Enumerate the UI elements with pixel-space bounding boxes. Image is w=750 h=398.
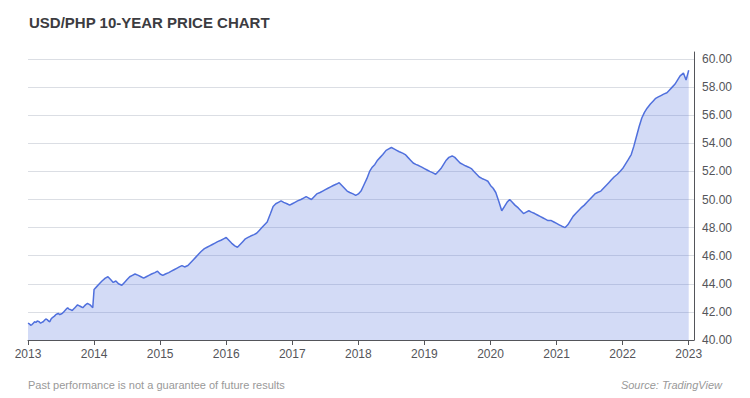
svg-text:54.00: 54.00 (702, 136, 732, 150)
svg-text:Past performance is not a guar: Past performance is not a guarantee of f… (28, 379, 285, 391)
svg-text:2018: 2018 (345, 347, 372, 361)
svg-text:2022: 2022 (609, 347, 636, 361)
svg-text:2021: 2021 (543, 347, 570, 361)
svg-text:2023: 2023 (675, 347, 702, 361)
svg-text:46.00: 46.00 (702, 249, 732, 263)
svg-text:2013: 2013 (15, 347, 42, 361)
svg-text:56.00: 56.00 (702, 108, 732, 122)
svg-text:42.00: 42.00 (702, 305, 732, 319)
svg-text:2014: 2014 (81, 347, 108, 361)
svg-text:2016: 2016 (213, 347, 240, 361)
svg-text:USD/PHP 10-YEAR PRICE CHART: USD/PHP 10-YEAR PRICE CHART (29, 14, 270, 31)
svg-text:44.00: 44.00 (702, 277, 732, 291)
svg-text:Source: TradingView: Source: TradingView (621, 379, 723, 391)
svg-text:2017: 2017 (279, 347, 306, 361)
svg-text:60.00: 60.00 (702, 52, 732, 66)
svg-text:2020: 2020 (477, 347, 504, 361)
svg-text:52.00: 52.00 (702, 164, 732, 178)
svg-text:2015: 2015 (147, 347, 174, 361)
svg-text:2019: 2019 (411, 347, 438, 361)
svg-text:58.00: 58.00 (702, 80, 732, 94)
svg-text:50.00: 50.00 (702, 193, 732, 207)
svg-text:40.00: 40.00 (702, 333, 732, 347)
svg-text:48.00: 48.00 (702, 221, 732, 235)
